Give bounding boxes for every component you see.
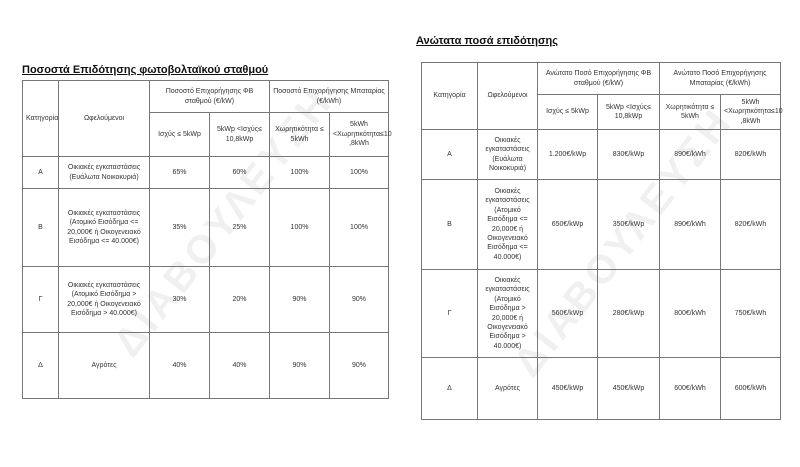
header-pv-low: Ισχύς ≤ 5kWp bbox=[537, 94, 598, 130]
value-cell: 650€/kWp bbox=[537, 179, 598, 270]
category-cell: Γ bbox=[421, 269, 478, 358]
header-pv-low: Ισχύς ≤ 5kWp bbox=[149, 112, 210, 157]
beneficiary-cell: Αγρότες bbox=[58, 332, 150, 399]
category-cell: Δ bbox=[421, 357, 478, 420]
value-cell: 600€/kWh bbox=[719, 357, 782, 420]
value-cell: 30% bbox=[149, 266, 210, 333]
header-pv-high: 5kWp <Ισχύς≤ 10,8kWp bbox=[597, 94, 660, 130]
table-row: Β Οικιακές εγκαταστάσεις (Ατομικό Εισόδη… bbox=[421, 179, 782, 270]
header-bat-low: Χωρητικότητα ≤ 5kWh bbox=[269, 112, 330, 157]
beneficiary-cell: Οικιακές εγκαταστάσεις (Ατομικό Εισόδημα… bbox=[58, 266, 150, 333]
value-cell: 600€/kWh bbox=[659, 357, 721, 420]
value-cell: 40% bbox=[149, 332, 210, 399]
header-bat-high: 5kWh <Χωρητικότητα≤10 ,8kWh bbox=[719, 94, 783, 130]
value-cell: 60% bbox=[209, 156, 270, 189]
category-cell: Α bbox=[22, 156, 59, 189]
table-row: Β Οικιακές εγκαταστάσεις (Ατομικό Εισόδη… bbox=[22, 188, 390, 267]
table-row: Γ Οικιακές εγκαταστάσεις (Ατομικό Εισόδη… bbox=[22, 266, 390, 333]
value-cell: 1.200€/kWp bbox=[537, 129, 598, 180]
left-table-title: Ποσοστά Επιδότησης φωτοβολταϊκού σταθμού bbox=[22, 64, 269, 76]
value-cell: 100% bbox=[328, 188, 390, 267]
category-cell: Δ bbox=[22, 332, 59, 399]
value-cell: 280€/kWp bbox=[597, 269, 660, 358]
value-cell: 100% bbox=[328, 156, 390, 189]
value-cell: 40% bbox=[209, 332, 270, 399]
value-cell: 560€/kWp bbox=[537, 269, 598, 358]
right-table-title: Ανώτατα ποσά επιδότησης bbox=[416, 35, 558, 47]
table-row: Δ Αγρότες 450€/kWp 450€/kWp 600€/kWh 600… bbox=[421, 357, 782, 420]
value-cell: 90% bbox=[269, 266, 330, 333]
value-cell: 35% bbox=[149, 188, 210, 267]
header-pv-group: Ποσοστό Επιχορήγησης ΦΒ σταθμού (€/kW) bbox=[149, 80, 270, 113]
value-cell: 820€/kWh bbox=[719, 129, 782, 180]
value-cell: 65% bbox=[149, 156, 210, 189]
subsidy-max-amount-table: Κατηγορία Ωφελούμενοι Ανώτατο Ποσό Επιχο… bbox=[421, 62, 783, 420]
table-row: Δ Αγρότες 40% 40% 90% 90% bbox=[22, 332, 390, 399]
beneficiary-cell: Οικιακές εγκαταστάσεις (Ατομικό Εισόδημα… bbox=[477, 269, 538, 358]
value-cell: 100% bbox=[269, 188, 330, 267]
header-pv-group: Ανώτατο Ποσό Επιχορήγησης ΦΒ σταθμού (€/… bbox=[537, 62, 660, 95]
value-cell: 890€/kWh bbox=[659, 179, 721, 270]
value-cell: 20% bbox=[209, 266, 270, 333]
header-bat-high: 5kWh <Χωρητικότητα≤10 ,8kWh bbox=[328, 112, 392, 157]
header-bat-low: Χωρητικότητα ≤ 5kWh bbox=[659, 94, 721, 130]
beneficiary-cell: Αγρότες bbox=[477, 357, 538, 420]
category-cell: Β bbox=[421, 179, 478, 270]
header-category: Κατηγορία bbox=[22, 80, 59, 157]
header-category: Κατηγορία bbox=[421, 62, 478, 130]
value-cell: 890€/kWh bbox=[659, 129, 721, 180]
value-cell: 25% bbox=[209, 188, 270, 267]
table-row: Γ Οικιακές εγκαταστάσεις (Ατομικό Εισόδη… bbox=[421, 269, 782, 358]
value-cell: 820€/kWh bbox=[719, 179, 782, 270]
value-cell: 800€/kWh bbox=[659, 269, 721, 358]
table-row: Α Οικιακές εγκαταστάσεις (Ευάλωτα Νοικοκ… bbox=[22, 156, 390, 189]
category-cell: Γ bbox=[22, 266, 59, 333]
beneficiary-cell: Οικιακές εγκαταστάσεις (Ευάλωτα Νοικοκυρ… bbox=[58, 156, 150, 189]
value-cell: 90% bbox=[328, 266, 390, 333]
value-cell: 830€/kWp bbox=[597, 129, 660, 180]
category-cell: Β bbox=[22, 188, 59, 267]
value-cell: 450€/kWp bbox=[537, 357, 598, 420]
header-battery-group: Ποσοστό Επιχορήγησης Μπαταρίας (€/kWh) bbox=[268, 80, 390, 113]
value-cell: 350€/kWp bbox=[597, 179, 660, 270]
value-cell: 90% bbox=[269, 332, 330, 399]
beneficiary-cell: Οικιακές εγκαταστάσεις (Ευάλωτα Νοικοκυρ… bbox=[477, 129, 538, 180]
value-cell: 750€/kWh bbox=[719, 269, 782, 358]
beneficiary-cell: Οικιακές εγκαταστάσεις (Ατομικό Εισόδημα… bbox=[477, 179, 538, 270]
value-cell: 100% bbox=[269, 156, 330, 189]
header-battery-group: Ανώτατο Ποσό Επιχορήγησης Μπαταρίας (€/k… bbox=[658, 62, 782, 95]
header-pv-high: 5kWp <Ισχύς≤ 10,8kWp bbox=[209, 112, 270, 157]
category-cell: Α bbox=[421, 129, 478, 180]
beneficiary-cell: Οικιακές εγκαταστάσεις (Ατομικό Εισόδημα… bbox=[58, 188, 150, 267]
header-beneficiaries: Ωφελούμενοι bbox=[477, 62, 538, 130]
subsidy-percentage-table: Κατηγορία Ωφελούμενοι Ποσοστό Επιχορήγησ… bbox=[22, 80, 392, 399]
table-row: Α Οικιακές εγκαταστάσεις (Ευάλωτα Νοικοκ… bbox=[421, 129, 782, 180]
header-beneficiaries: Ωφελούμενοι bbox=[58, 80, 150, 157]
value-cell: 90% bbox=[328, 332, 390, 399]
value-cell: 450€/kWp bbox=[597, 357, 660, 420]
